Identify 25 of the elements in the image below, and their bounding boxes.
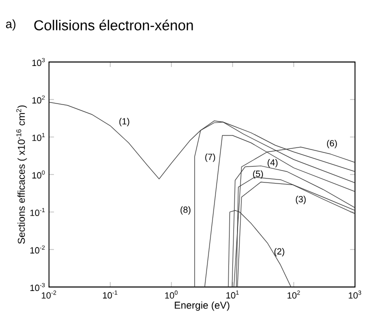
chart-title: Collisions électron-xénon (34, 20, 193, 30)
x-tick-label: 10$^{1}$ (226, 290, 239, 299)
y-tick-label: 10$^{-1}$ (30, 208, 45, 216)
x-axis-title: Energie (eV) (174, 301, 230, 311)
series-label: (2) (274, 248, 284, 256)
y-tick-label: 10$^{-2}$ (30, 245, 45, 254)
series-label: (6) (327, 140, 337, 148)
y-tick-label: 10$^{3}$ (32, 58, 45, 66)
series-label: (3) (296, 196, 306, 204)
y-tick-label: 10$^{-3}$ (30, 282, 45, 292)
text: a) (6, 19, 16, 31)
y-tick-label: 10$^{1}$ (32, 133, 45, 142)
series-label: (4) (268, 159, 278, 168)
x-tick-label: 10$^{3}$ (348, 290, 362, 299)
series-label: (1) (119, 118, 130, 126)
y-tick-label: 10$^{2}$ (32, 95, 45, 104)
series-label: (5) (253, 170, 263, 179)
y-axis-title: Sections efficaces ( x10$^{-16}$ cm$^{2}$) (16, 105, 27, 244)
x-tick-label: 10$^{0}$ (165, 290, 178, 299)
series-label: (7) (205, 154, 216, 162)
x-tick-label: 10$^{-1}$ (102, 290, 118, 299)
x-tick-label: 10$^{2}$ (288, 290, 300, 299)
series-label: (8) (180, 206, 190, 215)
y-tick-label: 10$^{0}$ (32, 170, 45, 179)
x-tick-label: 10$^{-2}$ (42, 290, 56, 299)
